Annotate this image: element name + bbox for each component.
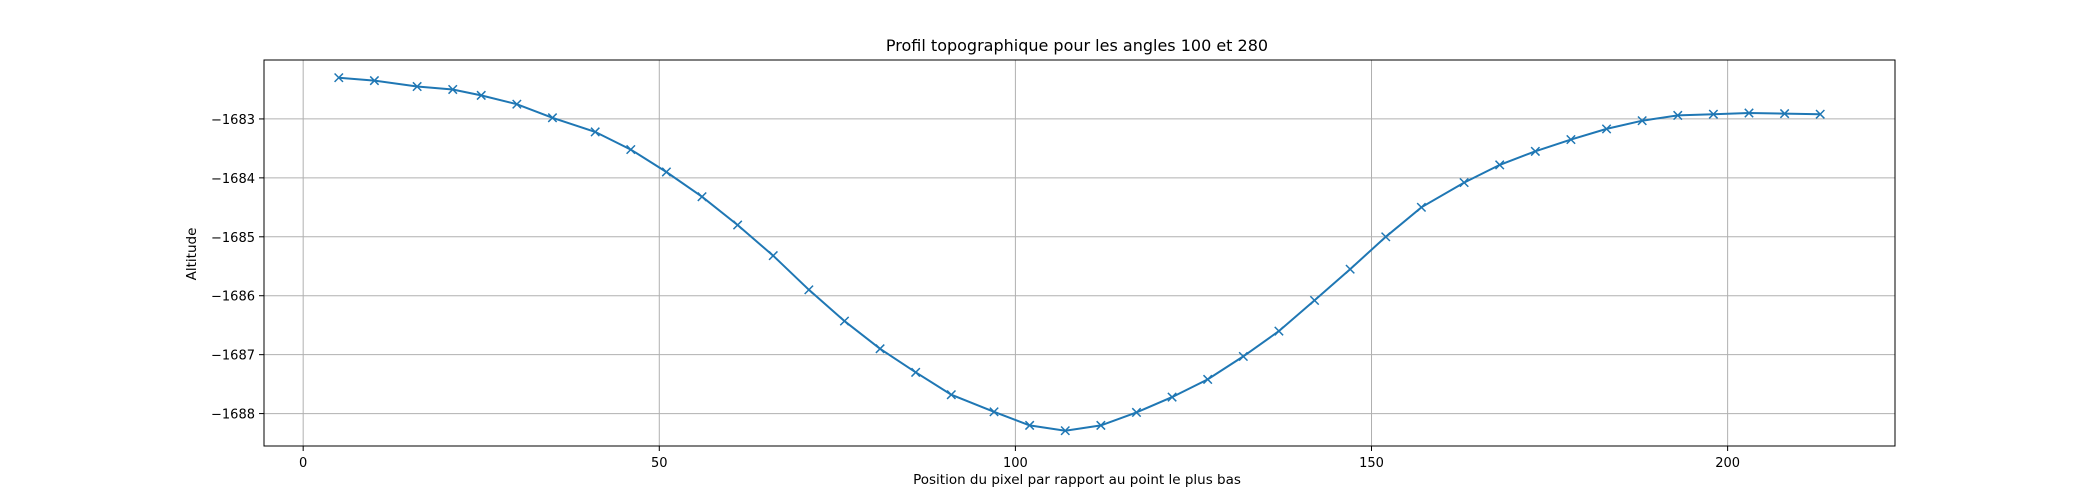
data-point-marker: [989, 407, 999, 417]
data-point-marker: [839, 316, 850, 326]
x-tick-label: 200: [1715, 456, 1740, 471]
data-point-marker: [875, 344, 885, 354]
data-point-marker: [1238, 351, 1249, 362]
x-axis: 0 50 100 150 200: [299, 446, 1740, 471]
data-point-marker: [590, 127, 600, 137]
data-point-marker: [1673, 110, 1683, 121]
data-point-marker: [1381, 232, 1391, 242]
series-line: [338, 76, 1821, 432]
data-point-marker: [1566, 134, 1576, 145]
data-point-marker: [1416, 202, 1427, 213]
y-tick-label: −1687: [211, 349, 255, 364]
data-point-marker: [1167, 392, 1177, 402]
data-point-marker: [1744, 108, 1754, 118]
data-point-marker: [1815, 109, 1825, 119]
data-point-marker: [1494, 160, 1505, 170]
grid: [264, 60, 1895, 446]
chart-title: Profil topographique pour les angles 100…: [886, 36, 1268, 55]
data-point-marker: [697, 191, 707, 202]
data-point-marker: [946, 389, 957, 400]
data-point-marker: [412, 81, 422, 92]
data-point-marker: [732, 220, 743, 230]
x-tick-label: 150: [1359, 456, 1384, 471]
x-axis-label: Position du pixel par rapport au point l…: [913, 472, 1241, 488]
data-point-marker: [1601, 124, 1612, 134]
data-point-marker: [448, 84, 458, 95]
data-point-marker: [768, 250, 778, 261]
data-point-marker: [804, 285, 814, 295]
y-axis-label: Altitude: [184, 228, 200, 281]
data-point-marker: [1779, 108, 1790, 119]
y-axis: −1683 −1684 −1685 −1686 −1687 −1688: [211, 113, 264, 423]
data-point-marker: [1530, 146, 1541, 157]
data-point-marker: [1024, 420, 1035, 431]
data-point-marker: [1637, 115, 1647, 126]
data-point-marker: [1131, 407, 1142, 418]
data-point-marker: [1309, 295, 1320, 306]
y-tick-label: −1684: [211, 172, 255, 187]
data-point-marker: [369, 75, 380, 86]
y-tick-label: −1688: [211, 408, 255, 423]
y-tick-label: −1686: [211, 290, 255, 305]
y-tick-label: −1683: [211, 113, 255, 128]
data-point-marker: [1274, 326, 1284, 336]
x-tick-label: 0: [299, 456, 307, 471]
x-tick-label: 100: [1003, 456, 1028, 471]
data-point-marker: [661, 167, 672, 177]
data-point-marker: [512, 99, 522, 109]
data-point-marker: [626, 144, 636, 155]
data-point-marker: [476, 90, 486, 101]
data-point-marker: [334, 72, 344, 83]
data-point-marker: [1345, 264, 1355, 274]
plot-area: [334, 72, 1825, 436]
plot-frame: [263, 59, 1896, 447]
data-point-marker: [547, 113, 558, 123]
data-point-marker: [1060, 425, 1070, 436]
data-point-marker: [1708, 109, 1719, 119]
data-point-marker: [910, 367, 921, 378]
data-point-marker: [1459, 177, 1469, 188]
x-tick-label: 50: [651, 456, 668, 471]
data-point-marker: [1202, 374, 1213, 385]
data-point-marker: [1096, 420, 1106, 431]
y-tick-label: −1685: [211, 231, 255, 246]
